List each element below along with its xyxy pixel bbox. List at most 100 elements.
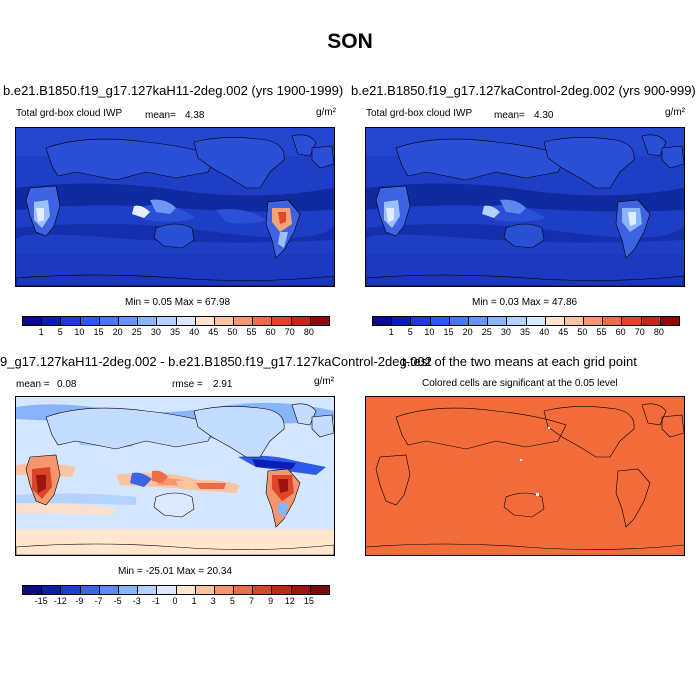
variable-label-top-left: Total grd-box cloud IWP [16,108,123,119]
colorbar-cell [214,586,235,594]
colorbar-cell [23,586,43,594]
colorbar-top-right [372,316,680,326]
colorbar-tick-label: 5 [407,327,413,337]
colorbar-cell [214,317,235,325]
colorbar-tick-label: 40 [539,327,550,337]
colorbar-tick-label: 55 [246,327,257,337]
mean-value-top-left: 4.38 [185,110,205,121]
colorbar-cell [138,586,158,594]
map-top-left-svg [16,128,334,286]
colorbar-cell [430,317,450,325]
colorbar-tick-label: 10 [424,327,435,337]
colorbar-cell [42,317,62,325]
map-bottom-right [365,396,685,556]
units-top-left: g/m² [316,107,336,118]
colorbar-tick-label: 70 [284,327,295,337]
panel-title-bottom-left: 9_g17.127kaH11-2deg.002 - b.e21.B1850.f1… [0,354,432,369]
colorbar-tick-label: 50 [227,327,238,337]
colorbar-cell [234,586,254,594]
colorbar-cell [80,586,100,594]
colorbar-tick-label: 45 [208,327,219,337]
colorbar-cell [564,317,585,325]
colorbar-tick-label: 40 [189,327,200,337]
colorbar-tick-label: 0 [172,596,178,606]
colorbar-cell [99,317,119,325]
colorbar-cell [545,317,565,325]
units-top-right: g/m² [665,107,685,118]
map-top-right-svg [366,128,684,286]
colorbar-cell [291,586,311,594]
colorbar-cell [310,317,329,325]
colorbar-tick-label: 5 [229,596,235,606]
colorbar-cell [641,317,661,325]
colorbar-tick-label: 25 [481,327,492,337]
colorbar-tick-label: -12 [53,596,67,606]
mean-value-top-right: 4.30 [534,110,554,121]
colorbar-tick-label: 45 [558,327,569,337]
minmax-top-left: Min = 0.05 Max = 67.98 [125,297,231,308]
colorbar-cell [80,317,100,325]
variable-label-top-right: Total grd-box cloud IWP [366,108,473,119]
colorbar-cell [157,586,177,594]
colorbar-tick-label: -1 [151,596,160,606]
colorbar-tick-label: 80 [653,327,664,337]
colorbar-tick-label: 15 [443,327,454,337]
colorbar-cell [526,317,546,325]
colorbar-cell [507,317,527,325]
colorbar-tick-label: 30 [150,327,161,337]
panel-subtitle-bottom-right: Colored cells are significant at the 0.0… [422,378,618,389]
colorbar-tick-label: -7 [94,596,103,606]
colorbar-cell [61,317,81,325]
colorbar-cell [392,317,412,325]
map-bottom-left [15,396,335,556]
colorbar-cell [253,317,273,325]
colorbar-tick-label: 1 [388,327,394,337]
colorbar-tick-label: 12 [284,596,295,606]
colorbar-tick-label: 80 [303,327,314,337]
rmse-value-bottom-left: 2.91 [213,379,233,390]
map-bottom-right-svg [366,397,684,555]
mean-label-top-right: mean= [494,110,525,121]
colorbar-top-left [22,316,330,326]
colorbar-tick-label: 1 [191,596,197,606]
colorbar-cell [253,586,273,594]
colorbar-cell [195,317,215,325]
colorbar-tick-label: 7 [248,596,255,606]
colorbar-bottom-left [22,585,330,595]
colorbar-cell [118,586,139,594]
colorbar-tick-label: 10 [74,327,85,337]
colorbar-cell [310,586,329,594]
colorbar-tick-label: 30 [500,327,511,337]
colorbar-tick-label: 9 [268,596,274,606]
minmax-bottom-left: Min = -25.01 Max = 20.34 [118,566,232,577]
colorbar-cell [23,317,43,325]
colorbar-cell [584,317,604,325]
colorbar-tick-label: 3 [210,596,216,606]
minmax-top-right: Min = 0.03 Max = 47.86 [472,297,578,308]
colorbar-cell [42,586,62,594]
colorbar-cell [603,317,623,325]
figure-title: SON [327,30,373,53]
colorbar-cell [234,317,254,325]
colorbar-tick-label: 70 [634,327,645,337]
colorbar-cell [138,317,158,325]
colorbar-tick-label: 5 [57,327,63,337]
map-bottom-left-svg [16,397,334,555]
colorbar-cell [488,317,508,325]
colorbar-tick-label: 55 [596,327,607,337]
colorbar-cell [449,317,469,325]
colorbar-cell [118,317,139,325]
colorbar-cell [176,586,196,594]
map-top-right [365,127,685,287]
colorbar-tick-label: 60 [265,327,276,337]
colorbar-tick-label: -15 [34,596,48,606]
colorbar-cell [373,317,393,325]
colorbar-cell [176,317,196,325]
colorbar-cell [272,586,292,594]
panel-title-top-right: b.e21.B1850.f19_g17.127kaControl-2deg.00… [351,83,696,98]
colorbar-tick-label: -5 [113,596,122,606]
colorbar-cell [411,317,431,325]
colorbar-cell [99,586,119,594]
mean-value-bottom-left: 0.08 [57,379,77,390]
colorbar-tick-label: 1 [38,327,44,337]
